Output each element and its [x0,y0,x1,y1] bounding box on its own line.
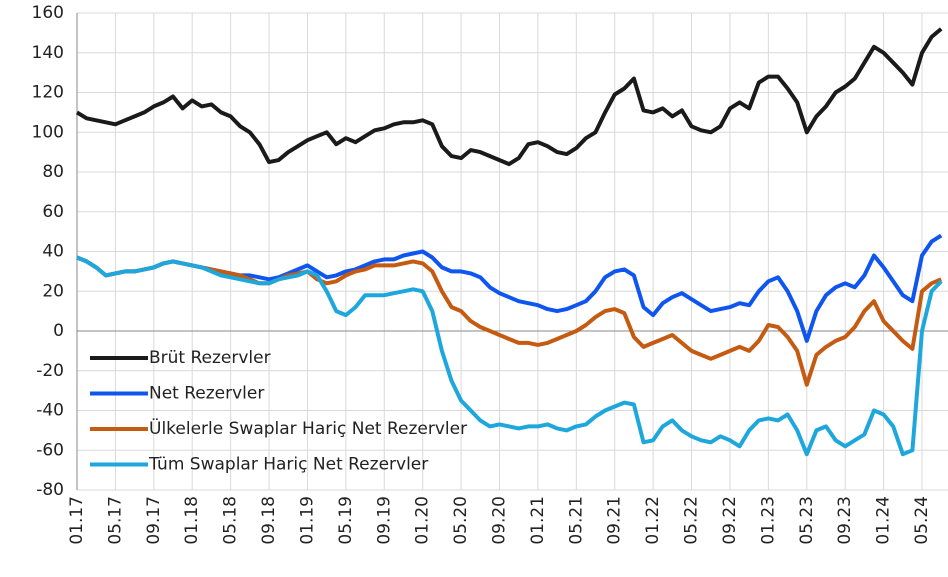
y-tick-label: -20 [36,361,64,381]
y-tick-label: 100 [32,122,64,142]
y-tick-label: 120 [32,83,64,103]
x-tick-label: 01.17 [67,496,87,545]
x-tick-label: 05.20 [451,496,471,545]
y-tick-label: 40 [42,242,64,262]
y-tick-label: 0 [53,321,64,341]
x-tick-label: 09.21 [605,496,625,545]
x-tick-label: 05.23 [797,496,817,545]
y-tick-label: 20 [42,281,64,301]
legend-label: Net Rezervler [149,384,264,404]
x-tick-label: 01.20 [413,496,433,545]
x-tick-label: 09.17 [144,496,164,545]
x-tick-label: 05.22 [682,496,702,545]
y-tick-label: -40 [36,401,64,421]
legend-label: Tüm Swaplar Hariç Net Rezervler [148,455,428,475]
x-tick-label: 01.23 [758,496,778,545]
x-tick-label: 09.22 [720,496,740,545]
x-tick-label: 01.22 [643,496,663,545]
y-tick-label: -60 [36,440,64,460]
legend-label: Ülkelerle Swaplar Hariç Net Rezervler [149,417,467,439]
legend-label: Brüt Rezervler [149,348,271,368]
y-tick-label: 60 [42,202,64,222]
y-tick-label: 140 [32,43,64,63]
y-tick-label: 160 [32,3,64,23]
series-line [75,27,943,167]
x-tick-label: 05.24 [912,496,932,545]
x-tick-label: 09.23 [835,496,855,545]
x-tick-label: 01.19 [297,496,317,545]
x-tick-label: 01.24 [874,496,894,545]
x-tick-label: 09.19 [374,496,394,545]
x-tick-label: 01.21 [528,496,548,545]
x-tick-label: 05.21 [566,496,586,545]
x-tick-label: 05.19 [336,496,356,545]
series-line [76,255,943,457]
x-tick-label: 09.18 [259,496,279,545]
series-line [76,255,942,387]
x-tick-label: 05.18 [221,496,241,545]
x-tick-label: 09.20 [490,496,510,545]
x-tick-label: 05.17 [105,496,125,545]
x-tick-label: 01.18 [182,496,202,545]
y-tick-label: 80 [42,162,64,182]
y-tick-label: -80 [36,480,64,500]
